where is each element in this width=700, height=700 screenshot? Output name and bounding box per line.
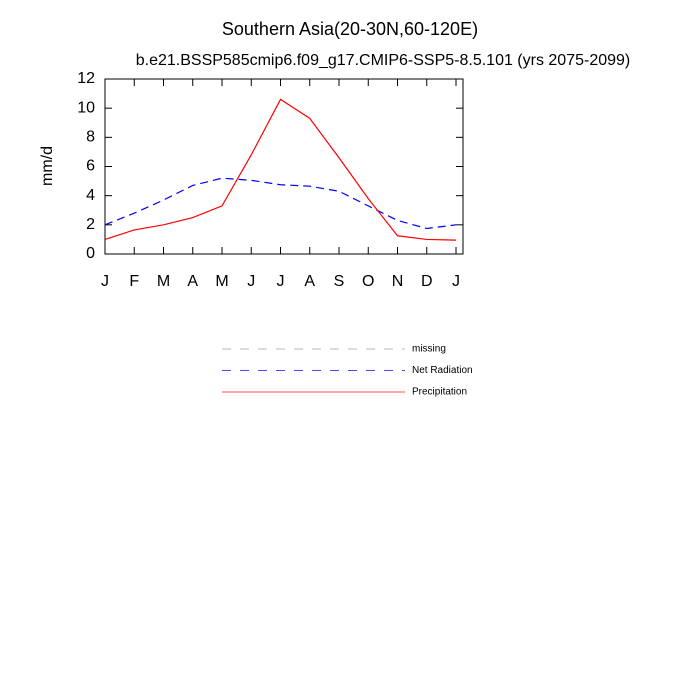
y-tick-label: 4 bbox=[86, 187, 95, 204]
x-tick-label: D bbox=[421, 273, 433, 290]
plot-frame bbox=[104, 78, 464, 255]
series-line bbox=[104, 98, 457, 241]
chart-title: Southern Asia(20-30N,60-120E) bbox=[222, 19, 478, 39]
x-tick-label: J bbox=[277, 273, 285, 290]
x-tick-label: M bbox=[215, 273, 228, 290]
y-tick-label: 8 bbox=[86, 129, 95, 146]
y-tick-label: 10 bbox=[77, 99, 95, 116]
legend-label: Net Radiation bbox=[412, 365, 473, 376]
y-tick-label: 6 bbox=[86, 158, 95, 175]
x-tick-label: A bbox=[304, 273, 315, 290]
y-tick-label: 0 bbox=[86, 245, 95, 262]
x-tick-label: S bbox=[334, 273, 345, 290]
legend-label: Precipitation bbox=[412, 387, 467, 398]
x-tick-label: J bbox=[101, 273, 109, 290]
x-tick-label: O bbox=[362, 273, 374, 290]
x-tick-label: J bbox=[247, 273, 255, 290]
series-line bbox=[104, 177, 457, 230]
x-tick-label: M bbox=[157, 273, 170, 290]
x-tick-label: J bbox=[452, 273, 460, 290]
x-tick-label: N bbox=[392, 273, 404, 290]
y-tick-label: 2 bbox=[86, 216, 95, 233]
y-axis-label: mm/d bbox=[39, 146, 56, 186]
x-tick-label: F bbox=[129, 273, 139, 290]
legend-label: missing bbox=[412, 344, 446, 355]
chart-subtitle: b.e21.BSSP585cmip6.f09_g17.CMIP6-SSP5-8.… bbox=[136, 52, 631, 69]
y-tick-label: 12 bbox=[77, 70, 95, 87]
x-tick-label: A bbox=[187, 273, 198, 290]
